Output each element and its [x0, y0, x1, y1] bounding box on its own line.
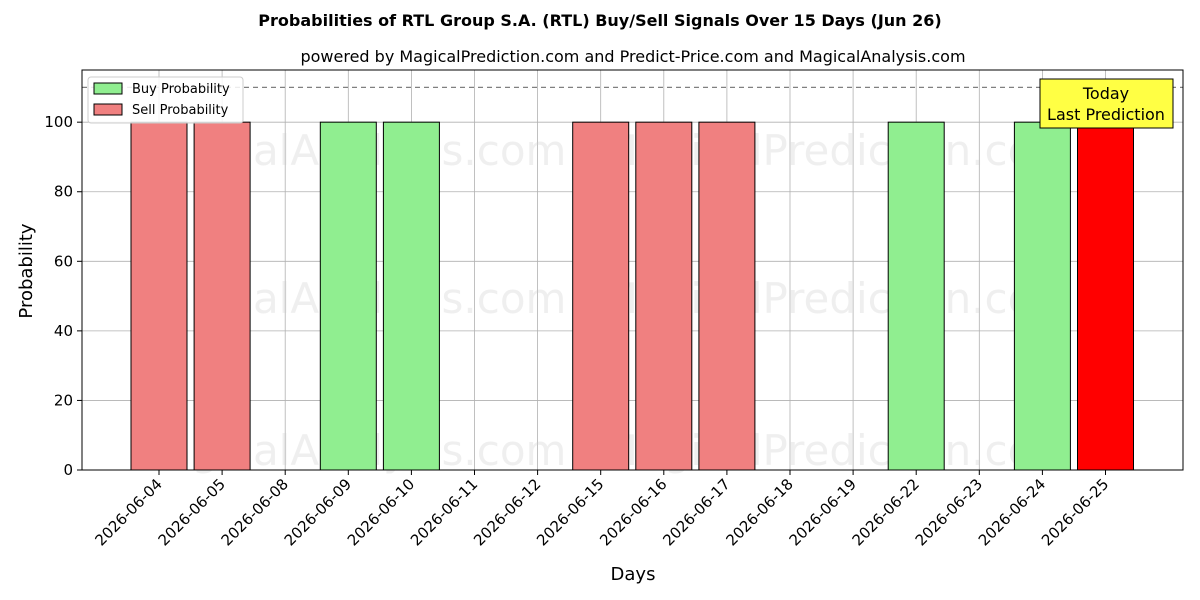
- x-tick-label: 2026-06-16: [596, 475, 670, 549]
- bar: [1013, 121, 1071, 471]
- y-tick-label: 40: [54, 322, 73, 340]
- x-tick-label: 2026-06-22: [849, 475, 923, 549]
- today-annotation: Today Last Prediction: [1039, 78, 1174, 129]
- x-tick-label: 2026-06-18: [722, 475, 796, 549]
- x-tick-label: 2026-06-05: [155, 475, 229, 549]
- bar: [130, 121, 188, 471]
- bar: [572, 121, 630, 471]
- annotation-text: Last Prediction: [1047, 105, 1165, 124]
- y-tick-label: 60: [54, 252, 73, 270]
- y-tick-label: 20: [54, 391, 73, 409]
- bar: [382, 121, 440, 471]
- x-tick-label: 2026-06-12: [470, 475, 544, 549]
- annotation-box: [1039, 78, 1174, 129]
- x-tick-label: 2026-06-17: [659, 475, 733, 549]
- x-tick-label: 2026-06-15: [533, 475, 607, 549]
- legend-swatch: [93, 103, 123, 116]
- bar: [887, 121, 945, 471]
- bar: [698, 121, 756, 471]
- x-tick-label: 2026-06-04: [91, 475, 165, 549]
- x-tick-label: 2026-06-11: [407, 475, 481, 549]
- x-tick-label: 2026-06-19: [786, 475, 860, 549]
- legend-label: Buy Probability: [132, 82, 230, 97]
- legend-swatch: [93, 82, 123, 95]
- x-tick-label: 2026-06-10: [344, 475, 418, 549]
- x-tick-label: 2026-06-25: [1038, 475, 1112, 549]
- bar: [193, 121, 251, 471]
- annotation-text: Today: [1082, 84, 1129, 103]
- x-tick-label: 2026-06-24: [975, 475, 1049, 549]
- y-tick-label: 100: [44, 113, 73, 131]
- y-tick-label: 80: [54, 183, 73, 201]
- chart-subtitle: powered by MagicalPrediction.com and Pre…: [300, 47, 965, 66]
- y-tick-label: 0: [63, 461, 73, 479]
- bar: [635, 121, 693, 471]
- x-tick-label: 2026-06-23: [912, 475, 986, 549]
- legend-box: [87, 76, 244, 124]
- x-tick-label: 2026-06-08: [218, 475, 292, 549]
- bar: [319, 121, 377, 471]
- chart-title: Probabilities of RTL Group S.A. (RTL) Bu…: [258, 11, 941, 30]
- x-axis-label: Days: [611, 564, 656, 585]
- bar: [1077, 121, 1134, 471]
- x-axis-ticks: 2026-06-042026-06-052026-06-082026-06-09…: [91, 470, 1112, 549]
- x-tick-label: 2026-06-09: [281, 475, 355, 549]
- y-axis-ticks: 0 20 40 60 80 100: [44, 113, 82, 479]
- legend-label: Sell Probability: [132, 103, 229, 118]
- legend: Buy Probability Sell Probability: [87, 76, 244, 124]
- y-axis-label: Probability: [16, 223, 37, 318]
- plot-frame: [81, 69, 1184, 471]
